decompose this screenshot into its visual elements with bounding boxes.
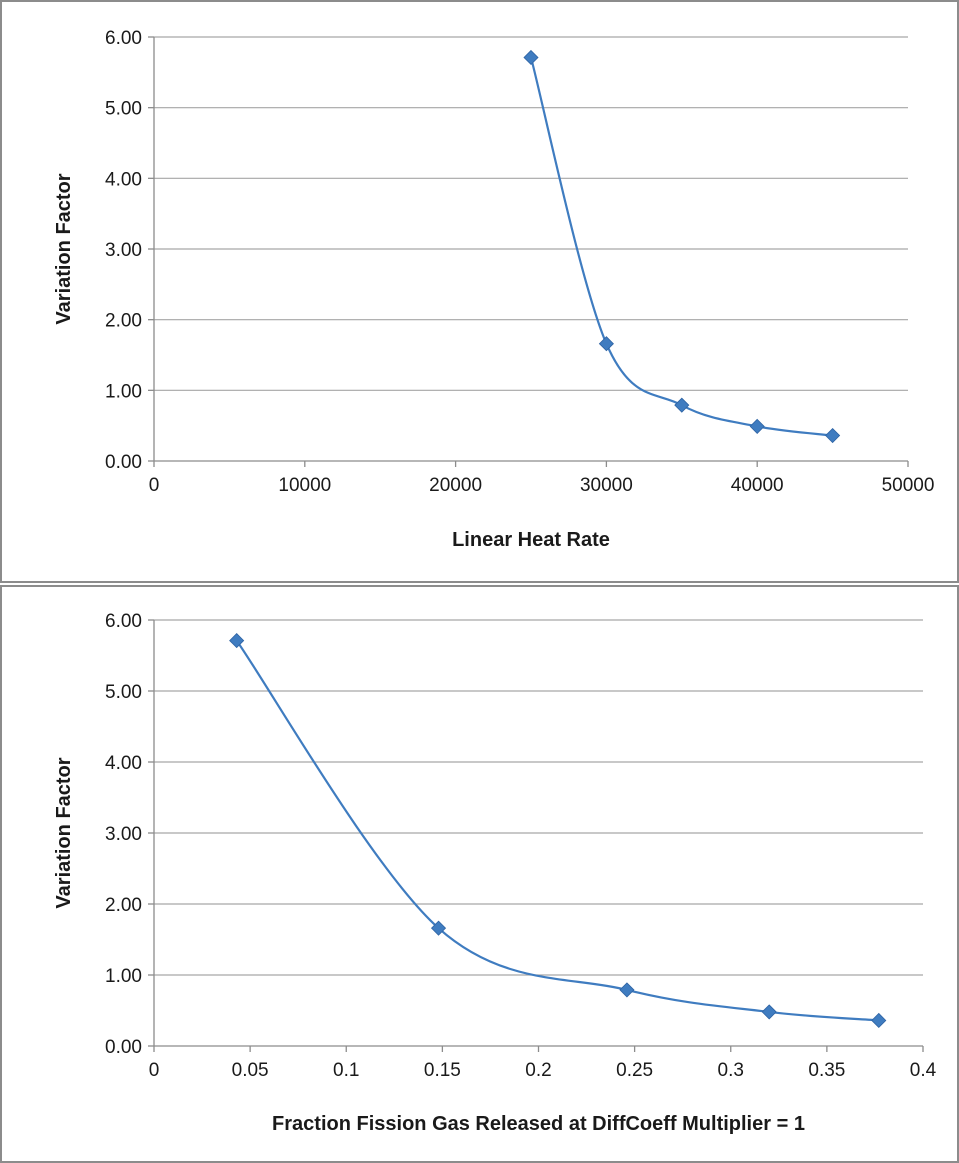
chart-fission-gas-fraction: 0.00 1.00 2.00 3.00 4.00 5.00 6.00 0 0.05 0.1 0.15…: [53, 611, 937, 1135]
y-tick-label: 4.00: [105, 169, 142, 190]
y-tick-label: 3.00: [105, 240, 142, 261]
y-axis-title: Variation Factor: [53, 757, 75, 908]
chart-panel-linear-heat-rate: 0.00 1.00 2.00 3.00 4.00 5.00 6.00 0 10000 20000 3…: [0, 0, 959, 583]
x-tick-label: 50000: [882, 475, 935, 496]
y-axis-title: Variation Factor: [53, 173, 75, 324]
data-point-marker: [871, 1012, 887, 1029]
x-tick-label: 0.35: [808, 1060, 845, 1081]
data-point-marker: [229, 633, 245, 649]
series-line: [235, 639, 879, 1022]
y-tick-label: 1.00: [105, 381, 142, 402]
x-tick-label: 0.4: [910, 1060, 937, 1081]
data-point-marker: [674, 397, 690, 413]
y-tick-label: 6.00: [105, 28, 142, 49]
y-tick-label: 3.00: [105, 824, 142, 845]
y-tick-label: 0.00: [105, 1037, 142, 1058]
x-axis-title: Linear Heat Rate: [452, 529, 610, 551]
x-tick-label: 30000: [580, 475, 633, 496]
x-axis-title: Fraction Fission Gas Released at DiffCoe…: [272, 1113, 805, 1135]
data-point-marker: [523, 49, 539, 66]
chart-panel-fission-gas: 0.00 1.00 2.00 3.00 4.00 5.00 6.00 0 0.05 0.1 0.15…: [0, 585, 959, 1163]
y-tick-label: 6.00: [105, 611, 142, 632]
data-point-marker: [825, 427, 841, 444]
data-point-marker: [619, 982, 635, 998]
x-tick-label: 0: [149, 475, 160, 496]
data-point-marker: [749, 418, 765, 434]
y-tick-label: 5.00: [105, 99, 142, 120]
x-tick-label: 0: [149, 1060, 160, 1081]
x-tick-label: 0.1: [333, 1060, 359, 1081]
data-point-marker: [598, 336, 614, 352]
x-tick-label: 0.25: [616, 1060, 653, 1081]
y-tick-label: 5.00: [105, 682, 142, 703]
y-tick-label: 2.00: [105, 895, 142, 916]
x-tick-label: 20000: [429, 475, 482, 496]
x-tick-label: 0.05: [232, 1060, 269, 1081]
series-line: [529, 57, 833, 437]
x-tick-label: 0.15: [424, 1060, 461, 1081]
x-tick-label: 40000: [731, 475, 784, 496]
y-tick-label: 2.00: [105, 311, 142, 332]
y-tick-label: 0.00: [105, 452, 142, 473]
x-tick-label: 0.3: [718, 1060, 744, 1081]
chart-linear-heat-rate: 0.00 1.00 2.00 3.00 4.00 5.00 6.00 0 10000 20000 3…: [53, 28, 935, 551]
x-tick-label: 10000: [278, 475, 331, 496]
y-tick-label: 1.00: [105, 966, 142, 987]
y-tick-label: 4.00: [105, 753, 142, 774]
x-tick-label: 0.2: [525, 1060, 551, 1081]
data-point-marker: [761, 1004, 777, 1020]
data-point-marker: [430, 920, 447, 936]
